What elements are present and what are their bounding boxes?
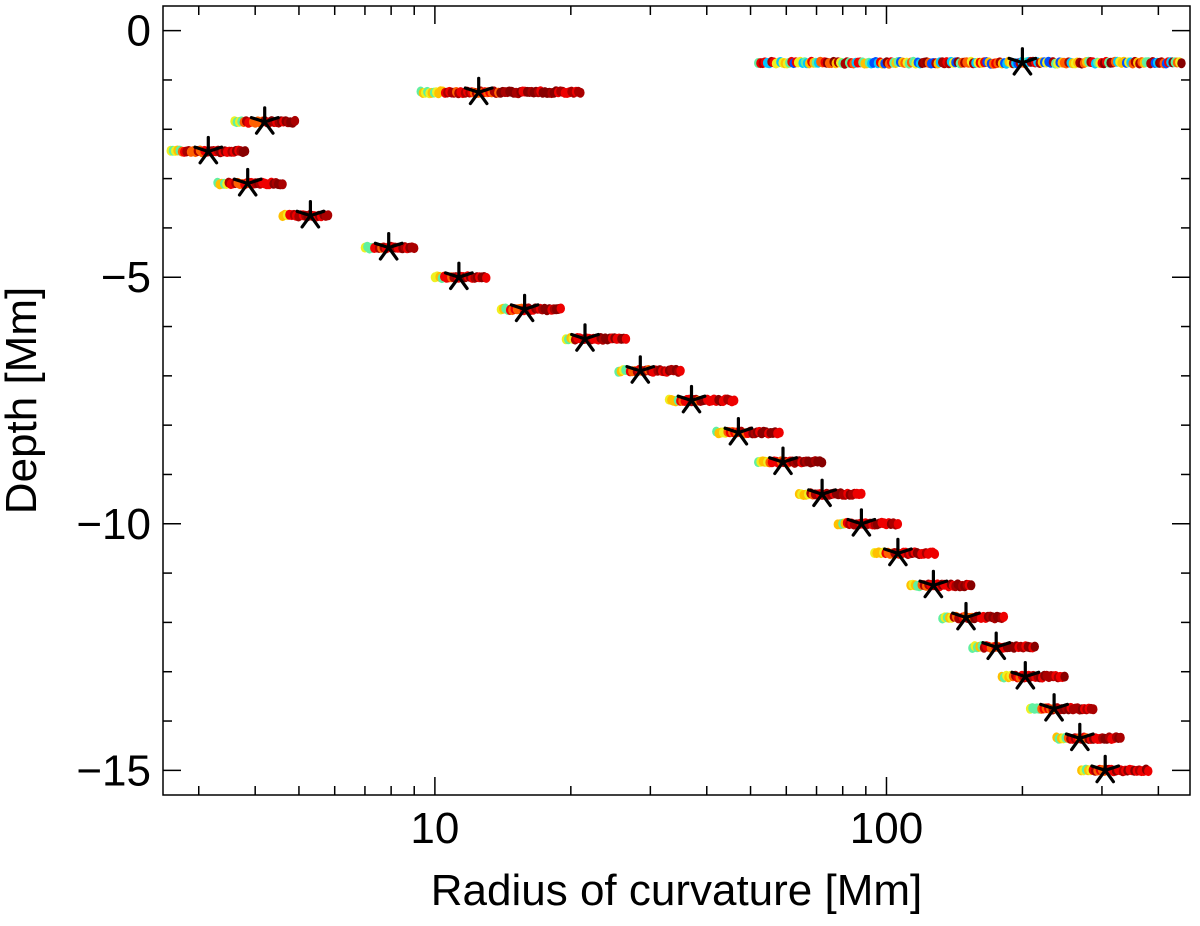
star-marker [1007,47,1038,76]
data-point-row [496,303,565,316]
data-point-row [870,547,940,560]
data-point [676,365,685,376]
data-point [556,303,565,314]
data-point [290,115,300,126]
star-marker [463,76,494,106]
stars-layer [193,47,1121,784]
data-point [1144,766,1153,777]
data-point [576,87,585,98]
star-marker [981,631,1012,661]
x-axis-label: Radius of curvature [Mm] [431,866,923,915]
data-point [775,427,784,438]
data-point [240,146,250,157]
data-point [1060,671,1069,682]
axes-layer [162,5,1191,796]
star-marker [570,323,600,352]
star-marker [951,601,981,631]
data-point [1089,704,1098,715]
star-marker [882,537,913,567]
star-marker [193,135,224,165]
data-point [621,333,631,344]
star-marker [232,167,263,197]
x-tick-label: 10 [410,804,459,853]
y-tick-label: −5 [101,253,151,302]
star-marker [625,355,656,384]
data-point [1116,732,1125,743]
x-tick-label: 100 [850,804,923,853]
star-marker [373,232,404,261]
y-tick-label: −15 [76,746,151,795]
star-marker [723,417,754,446]
data-point [323,210,333,221]
data-point [930,549,940,559]
data-point-row [968,641,1040,653]
star-marker [676,384,707,414]
star-marker [509,293,540,323]
data-point [817,457,827,468]
y-tick-label: 0 [127,7,151,56]
data-point [1030,641,1040,652]
star-marker [1039,693,1070,722]
data-point-row [833,517,903,530]
data-point [482,272,491,283]
data-point [730,395,739,406]
star-marker [1010,660,1041,690]
star-marker [807,478,838,508]
data-point [857,488,866,499]
star-marker [768,446,798,476]
data-point-row [416,86,585,99]
star-marker [1064,722,1095,752]
data-point-row [754,56,1186,69]
star-marker [846,508,877,537]
data-point-row [166,145,250,158]
data-point-row [754,456,827,469]
data-point [410,243,419,254]
star-marker [249,106,280,135]
star-marker [443,261,474,291]
data-point [1177,58,1186,69]
data-point [967,580,976,591]
ticks-layer: 10 100 0 −5 −10 −15 [76,6,1190,853]
y-tick-label: −10 [76,500,151,549]
data-point [893,519,903,529]
y-axis-label: Depth [Mm] [0,287,46,514]
star-marker [918,569,949,599]
labels-layer: Radius of curvature [Mm] Depth [Mm] [0,287,922,915]
data-point-row [906,579,976,592]
data-point-row [938,611,1009,624]
star-marker [295,200,326,229]
star-marker [1090,754,1121,784]
plot-frame [162,5,1191,796]
data-point [999,611,1009,622]
data-point [278,179,287,190]
dots-layer [166,56,1186,777]
